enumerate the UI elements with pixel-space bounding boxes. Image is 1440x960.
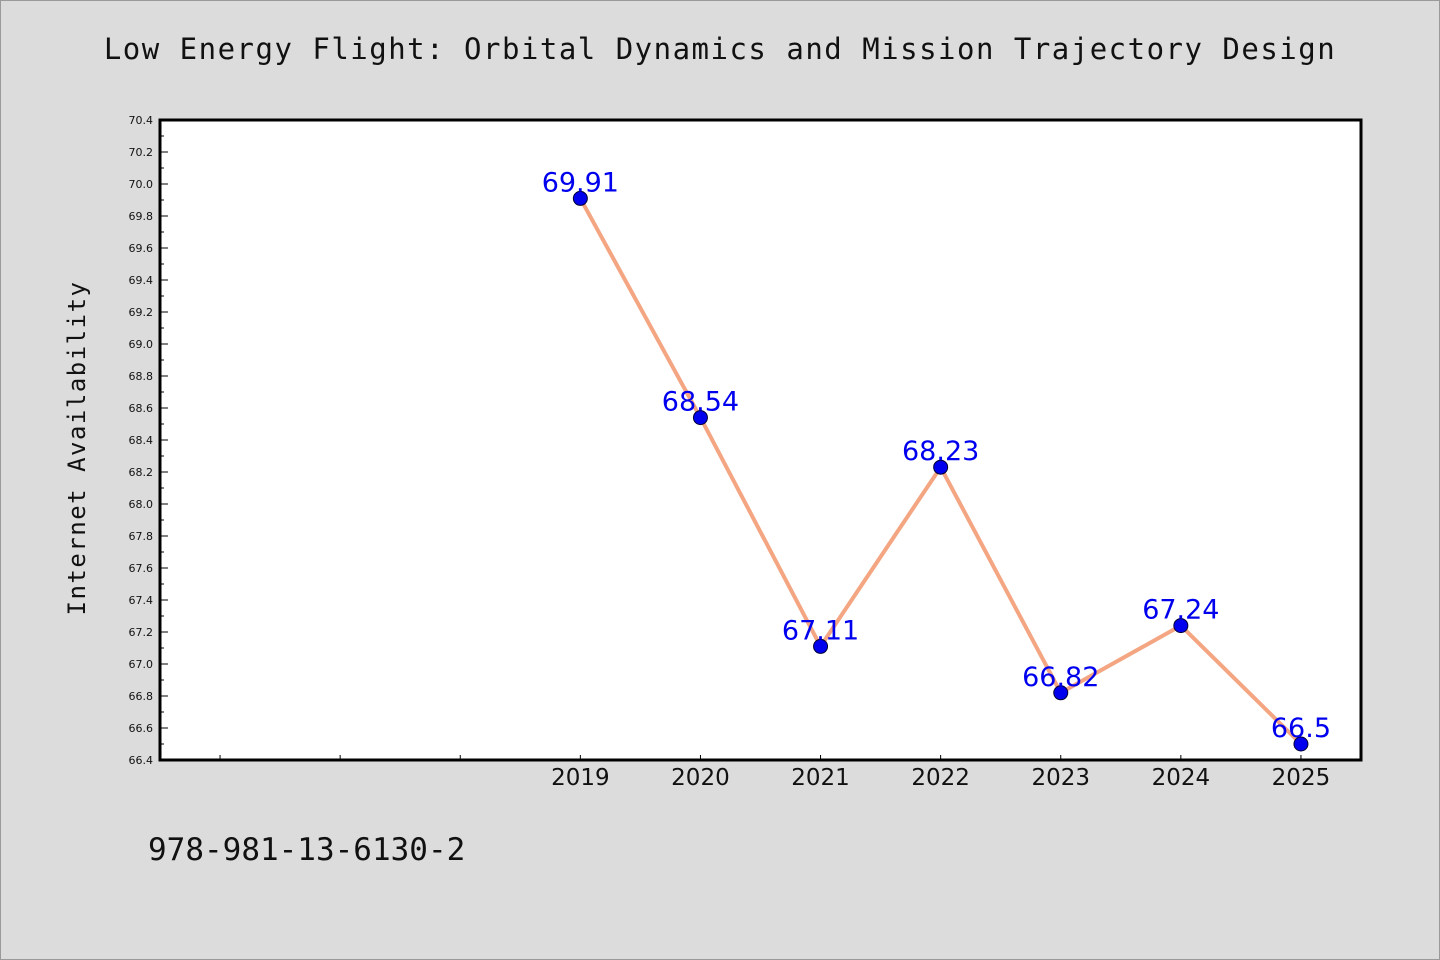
y-tick-label: 67.6 — [129, 562, 154, 575]
data-point — [1053, 685, 1069, 701]
y-axis-label: Internet Availability — [63, 281, 91, 616]
y-tick-label: 69.8 — [129, 210, 154, 223]
data-label: 67.11 — [782, 615, 859, 646]
data-label: 66.5 — [1271, 713, 1331, 744]
x-tick-label: 2022 — [911, 765, 970, 791]
y-tick-label: 68.6 — [129, 402, 154, 415]
data-point — [933, 459, 949, 475]
x-tick-label: 2019 — [551, 765, 610, 791]
x-tick-label: 2021 — [791, 765, 850, 791]
y-tick-label: 68.8 — [129, 370, 154, 383]
y-axis: 66.4 66.6 66.8 67.0 67.2 67.4 67.6 67.8 68.0 68.2… — [129, 114, 168, 767]
data-point — [1173, 618, 1189, 634]
chart-title: Low Energy Flight: Orbital Dynamics and … — [103, 32, 1337, 66]
footer-isbn-text: 978-981-13-6130-2 — [148, 832, 466, 868]
x-axis: 2019 2020 2021 2022 2023 2024 2025 — [219, 755, 1331, 791]
y-tick-label: 70.0 — [129, 178, 154, 191]
y-tick-label: 67.4 — [129, 594, 154, 607]
x-tick-label: 2023 — [1031, 765, 1090, 791]
series-group — [572, 190, 1309, 752]
data-point — [1293, 736, 1309, 752]
y-tick-label: 66.8 — [129, 690, 154, 703]
y-tick-label: 70.4 — [129, 114, 154, 127]
y-tick-label: 67.8 — [129, 530, 154, 543]
y-tick-label: 69.0 — [129, 338, 154, 351]
y-tick-label: 68.4 — [129, 434, 154, 447]
y-tick-label: 70.2 — [129, 146, 154, 159]
data-point — [692, 410, 708, 426]
plot-area — [158, 118, 1363, 762]
data-label: 68.54 — [662, 387, 739, 418]
y-tick-label: 69.6 — [129, 242, 154, 255]
data-label: 68.23 — [902, 436, 979, 467]
x-tick-label: 2020 — [671, 765, 730, 791]
x-tick-label: 2025 — [1272, 765, 1331, 791]
x-tick-label: 2024 — [1152, 765, 1211, 791]
data-labels: 69.91 68.54 67.11 68.23 66.82 67.24 66.5 — [542, 167, 1331, 744]
data-label: 67.24 — [1142, 595, 1219, 626]
y-tick-label: 66.4 — [129, 754, 154, 767]
y-tick-label: 68.2 — [129, 466, 154, 479]
data-point — [813, 638, 829, 654]
data-label: 66.82 — [1022, 662, 1099, 693]
y-tick-label: 66.6 — [129, 722, 154, 735]
y-tick-label: 67.2 — [129, 626, 154, 639]
data-label: 69.91 — [542, 167, 619, 198]
y-tick-label: 69.2 — [129, 306, 154, 319]
y-tick-label: 69.4 — [129, 274, 154, 287]
y-tick-label: 67.0 — [129, 658, 154, 671]
data-point — [572, 190, 588, 206]
y-tick-label: 68.0 — [129, 498, 154, 511]
